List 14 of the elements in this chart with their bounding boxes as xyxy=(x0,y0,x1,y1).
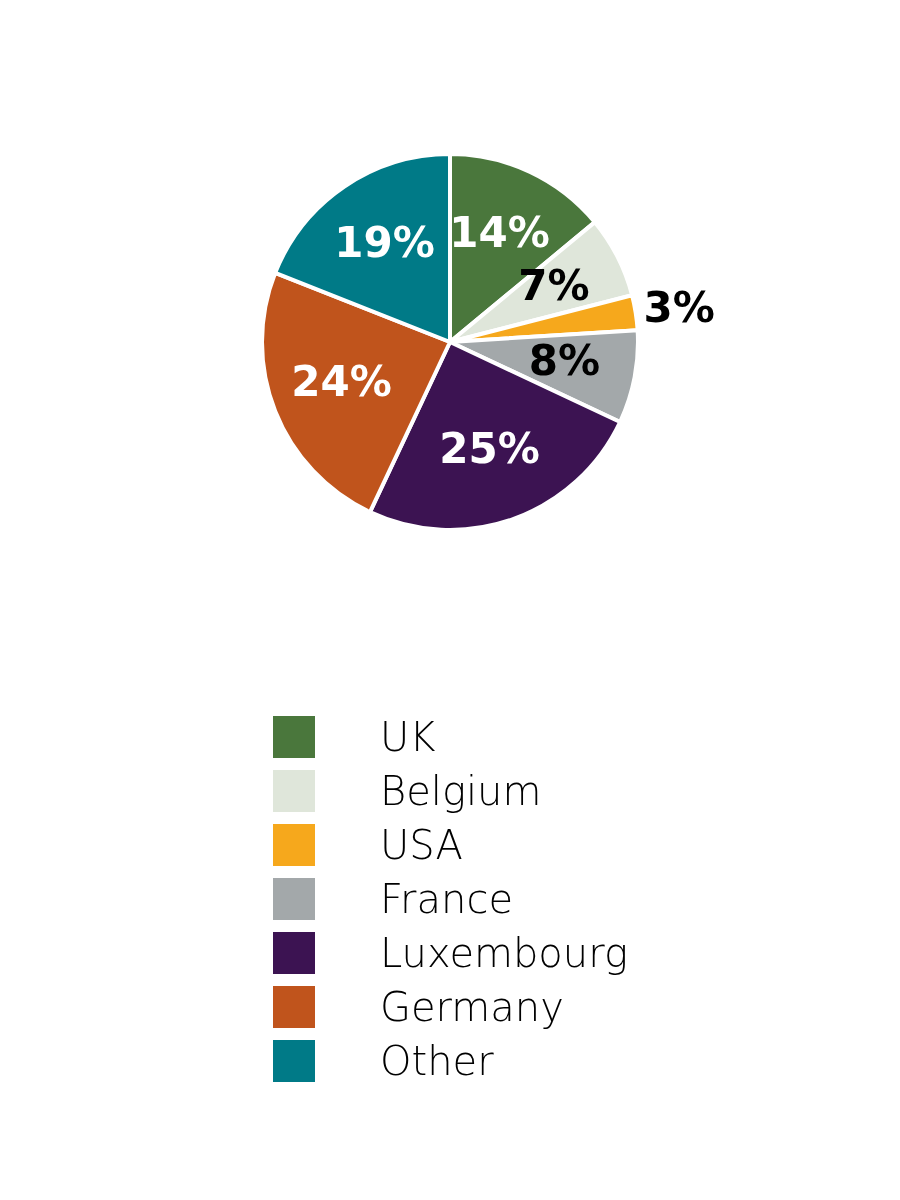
legend-label: Germany xyxy=(380,984,564,1030)
data-label: 7% xyxy=(518,260,590,310)
data-label: 25% xyxy=(439,423,540,473)
data-label: 14% xyxy=(449,208,550,258)
data-label: 3% xyxy=(643,283,715,333)
legend-label: USA xyxy=(380,822,463,868)
legend-label: Luxembourg xyxy=(380,930,628,976)
legend-label: Other xyxy=(380,1038,494,1084)
legend-label: France xyxy=(380,876,514,922)
data-label: 19% xyxy=(334,217,435,267)
legend-label: Belgium xyxy=(380,768,542,814)
data-label: 8% xyxy=(528,335,601,385)
legend-label: UK xyxy=(380,714,436,760)
data-label: 24% xyxy=(291,356,392,406)
